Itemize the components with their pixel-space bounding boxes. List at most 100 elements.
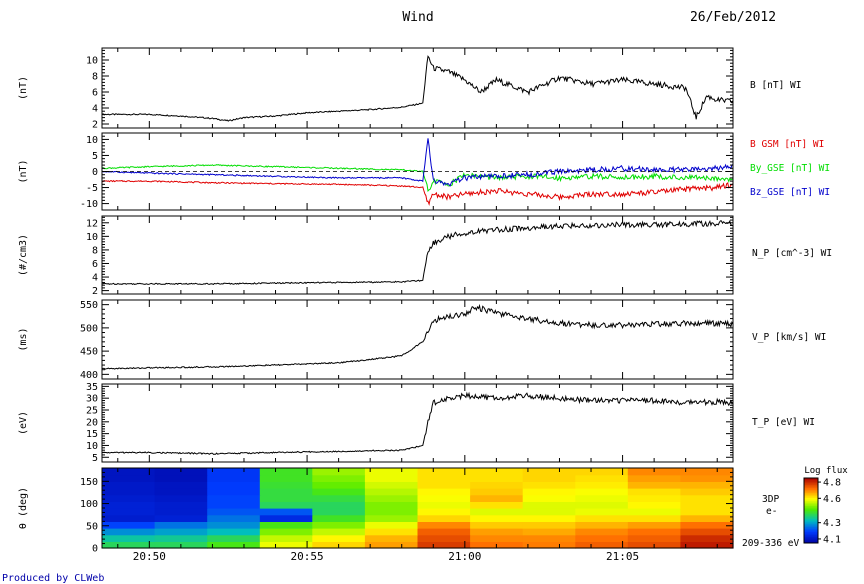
colorbar-swatch [804, 482, 818, 485]
panel-b_gsm_components: -10 -5 0 5 10 (nT) B GSM [nT] WI By_GSE [nT] WI… [18, 132, 830, 211]
series-line [101, 138, 734, 187]
heatmap-cell [154, 488, 208, 496]
colorbar: Log flux 4.1 4.3 4.6 4.8 [803, 466, 848, 545]
heatmap-cell [102, 501, 156, 509]
colorbar-swatch [804, 507, 818, 510]
heatmap-cell [522, 488, 576, 496]
heatmap-cell [627, 514, 681, 522]
heatmap-cell [575, 508, 629, 516]
heatmap-cell [259, 494, 313, 502]
heatmap-cell [470, 528, 524, 536]
panel-frame [101, 383, 734, 463]
y-tick-label: 8 [92, 245, 98, 256]
heatmap-cells [102, 468, 734, 549]
heatmap-cell [312, 508, 366, 516]
heatmap-cell [522, 521, 576, 529]
heatmap-cell [470, 514, 524, 522]
heatmap-cell [312, 474, 366, 482]
y-tick-label: 20 [86, 417, 98, 428]
panel-label: 209-336 eV [742, 538, 799, 549]
heatmap-cell [312, 521, 366, 529]
colorbar-swatch [804, 523, 818, 526]
heatmap-cell [522, 541, 576, 549]
heatmap-cell [102, 494, 156, 502]
colorbar-swatch [804, 520, 818, 523]
panel-frame [101, 299, 734, 380]
heatmap-cell [102, 508, 156, 516]
heatmap-cell [575, 488, 629, 496]
heatmap-cell [259, 541, 313, 549]
heatmap-cell [417, 541, 471, 549]
heatmap-cell [259, 534, 313, 542]
heatmap-cell [364, 481, 419, 489]
heatmap-cell [575, 514, 629, 522]
heatmap-cell [364, 468, 419, 476]
colorbar-swatch [804, 478, 818, 481]
y-tick-label: 10 [86, 441, 98, 452]
heatmap-cell [364, 501, 419, 509]
y-axis-label: (eV) [18, 411, 29, 435]
y-tick-label: 450 [80, 347, 98, 358]
colorbar-swatch [804, 528, 818, 531]
colorbar-swatch [804, 531, 818, 534]
heatmap-cell [627, 474, 681, 482]
heatmap-cell [364, 494, 419, 502]
heatmap-cell [312, 481, 366, 489]
colorbar-tick-label: 4.8 [823, 478, 841, 489]
heatmap-cell [102, 541, 156, 549]
heatmap-cell [680, 481, 734, 489]
heatmap-cell [207, 474, 261, 482]
heatmap-cell [364, 488, 419, 496]
heatmap-cell [312, 494, 366, 502]
heatmap-cell [627, 494, 681, 502]
heatmap-cell [207, 508, 261, 516]
colorbar-swatch [804, 534, 818, 537]
heatmap-cell [575, 528, 629, 536]
colorbar-swatch [804, 504, 818, 507]
heatmap-cell [627, 521, 681, 529]
panel-b_total: 2 4 6 8 10 (nT) B [nT] WI [18, 47, 801, 131]
heatmap-cell [470, 508, 524, 516]
heatmap-cell [522, 494, 576, 502]
panel-label: e- [766, 506, 777, 517]
panel-label: By_GSE [nT] WI [750, 163, 830, 174]
time-axis-labels: 20:50 20:55 21:00 21:05 [133, 550, 639, 563]
heatmap-cell [102, 534, 156, 542]
heatmap-cell [522, 474, 576, 482]
series-line [101, 55, 734, 122]
heatmap-cell [364, 528, 419, 536]
heatmap-cell [312, 528, 366, 536]
heatmap-cell [154, 528, 208, 536]
heatmap-cell [417, 521, 471, 529]
heatmap-cell [102, 514, 156, 522]
y-tick-label: 5 [92, 151, 98, 162]
y-tick-label: 10 [86, 232, 98, 243]
y-axis-label: (nT) [18, 159, 29, 183]
heatmap-cell [470, 501, 524, 509]
heatmap-cell [417, 474, 471, 482]
y-tick-label: 550 [80, 300, 98, 311]
heatmap-cell [417, 514, 471, 522]
heatmap-cell [259, 474, 313, 482]
heatmap-cell [312, 534, 366, 542]
heatmap-cell [259, 528, 313, 536]
heatmap-cell [575, 521, 629, 529]
heatmap-cell [627, 481, 681, 489]
heatmap-cell [102, 474, 156, 482]
colorbar-swatch [804, 505, 818, 508]
heatmap-cell [522, 501, 576, 509]
heatmap-cell [575, 501, 629, 509]
heatmap-cell [259, 488, 313, 496]
colorbar-swatch [804, 510, 818, 513]
y-tick-label: 30 [86, 394, 98, 405]
heatmap-cell [627, 501, 681, 509]
x-tick-label: 20:50 [133, 550, 166, 563]
heatmap-cell [417, 534, 471, 542]
heatmap-cell [627, 488, 681, 496]
heatmap-cell [680, 501, 734, 509]
header-date: 26/Feb/2012 [690, 10, 776, 25]
heatmap-cell [470, 488, 524, 496]
heatmap-cell [154, 514, 208, 522]
heatmap-cell [470, 494, 524, 502]
